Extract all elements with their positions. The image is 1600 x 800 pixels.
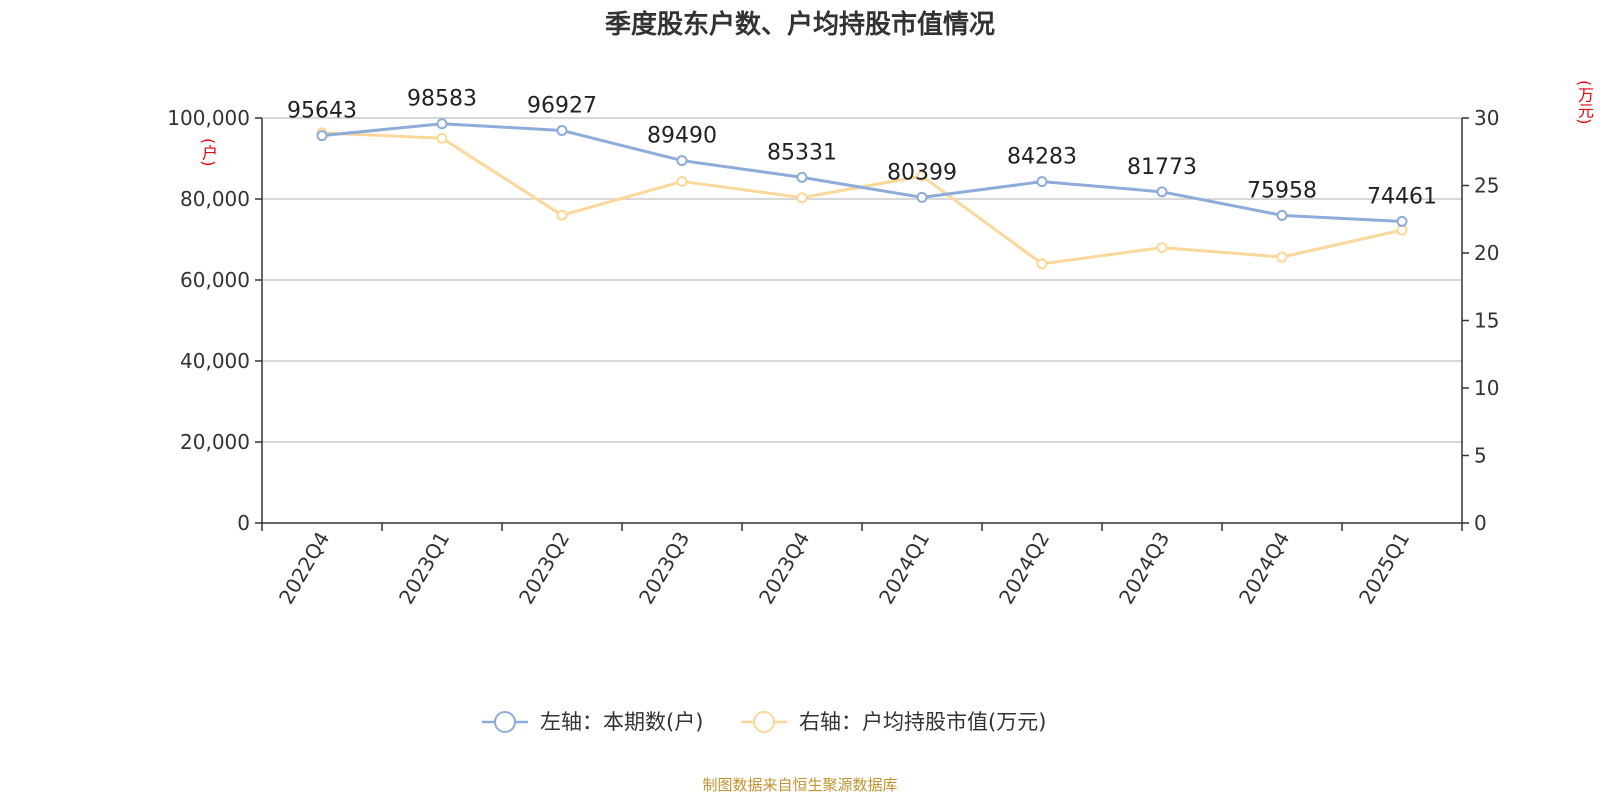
x-tick-label: 2024Q2 (994, 528, 1054, 609)
x-tick-label: 2024Q4 (1234, 528, 1294, 609)
data-point (556, 209, 568, 221)
data-point (796, 171, 808, 183)
x-tick-label: 2023Q1 (394, 528, 454, 609)
right-tick-label: 25 (1474, 174, 1499, 198)
gridlines (262, 117, 1462, 443)
legend: 左轴：本期数(户) 右轴：户均持股市值(万元) (482, 710, 1046, 734)
left-axis-ticks: 0 20,000 40,000 60,000 80,000 100,000 (167, 106, 262, 535)
data-point (676, 155, 688, 167)
left-tick-label: 80,000 (180, 187, 250, 211)
data-point (1396, 215, 1408, 227)
right-tick-label: 30 (1474, 106, 1499, 130)
data-label: 96927 (527, 93, 597, 118)
x-tick-label: 2023Q3 (634, 528, 694, 609)
data-point (676, 175, 688, 187)
x-axis-ticks: 2022Q4 2023Q1 2023Q2 2023Q3 2023Q4 2024Q1 2024… (261, 523, 1463, 609)
left-axis-unit: (户) (199, 138, 218, 167)
legend-marker-1 (753, 711, 775, 733)
left-tick-label: 0 (237, 511, 250, 535)
data-point (1276, 209, 1288, 221)
data-point (796, 192, 808, 204)
left-tick-label: 100,000 (167, 106, 250, 130)
data-point (556, 124, 568, 136)
data-point (436, 132, 448, 144)
data-label: 85331 (767, 140, 837, 165)
series-lines (321, 122, 1403, 266)
right-tick-label: 0 (1474, 511, 1487, 535)
data-label: 75958 (1247, 178, 1317, 203)
data-label: 98583 (407, 87, 477, 112)
x-tick-label: 2025Q1 (1354, 528, 1414, 609)
series-line-left (321, 122, 1403, 223)
data-label: 80399 (887, 160, 957, 185)
legend-marker-0 (494, 711, 516, 733)
data-point (1276, 251, 1288, 263)
right-axis-ticks: 0 5 10 15 20 25 30 (1462, 106, 1499, 535)
x-tick-label: 2023Q4 (754, 528, 814, 609)
x-tick-label: 2022Q4 (274, 528, 334, 609)
data-labels: 95643 98583 96927 89490 85331 80399 84283 81773… (287, 87, 1437, 210)
data-point (316, 130, 328, 142)
data-point (1156, 186, 1168, 198)
data-label: 95643 (287, 99, 357, 124)
x-tick-label: 2024Q1 (874, 528, 934, 609)
right-tick-label: 10 (1474, 376, 1499, 400)
right-tick-label: 15 (1474, 309, 1499, 333)
data-label: 84283 (1007, 145, 1077, 170)
data-label: 74461 (1367, 184, 1437, 209)
data-label: 81773 (1127, 155, 1197, 180)
data-point (1036, 176, 1048, 188)
right-axis-unit: (万元) (1575, 80, 1594, 125)
data-point (1036, 258, 1048, 270)
legend-label-0: 左轴：本期数(户) (540, 710, 703, 734)
left-tick-label: 20,000 (180, 430, 250, 454)
x-tick-label: 2023Q2 (514, 528, 574, 609)
data-source-note: 制图数据来自恒生聚源数据库 (702, 776, 898, 794)
legend-label-1: 右轴：户均持股市值(万元) (799, 710, 1046, 734)
chart-title: 季度股东户数、户均持股市值情况 (604, 10, 995, 40)
series-points (316, 118, 1408, 270)
data-point (916, 191, 928, 203)
data-label: 89490 (647, 124, 717, 149)
data-point (916, 170, 928, 182)
x-tick-label: 2024Q3 (1114, 528, 1174, 609)
data-point (1156, 242, 1168, 254)
data-point (436, 118, 448, 130)
left-tick-label: 60,000 (180, 268, 250, 292)
right-tick-label: 20 (1474, 241, 1499, 265)
right-tick-label: 5 (1474, 444, 1487, 468)
left-tick-label: 40,000 (180, 349, 250, 373)
